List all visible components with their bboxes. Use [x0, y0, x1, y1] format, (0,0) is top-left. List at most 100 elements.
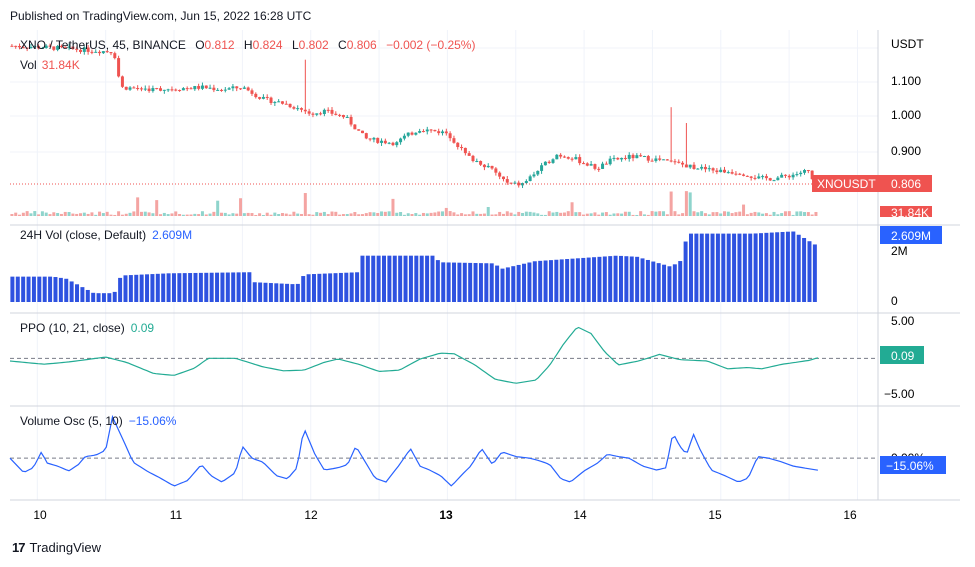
ppo-tick: −5.00	[884, 387, 915, 401]
candle-body	[753, 177, 757, 179]
vol24h-bar	[694, 233, 699, 302]
vol24h-bar	[489, 263, 494, 302]
vol24h-bar	[802, 237, 807, 302]
volume-bar	[742, 204, 746, 216]
volume-bar	[787, 211, 791, 216]
volume-bar	[239, 198, 243, 216]
volume-bar	[170, 213, 174, 216]
vol24h-bar	[645, 259, 650, 302]
volume-bar	[376, 212, 380, 216]
candle-body	[597, 168, 601, 170]
volume-bar	[414, 213, 418, 216]
volume-bar	[181, 214, 185, 216]
vol24h-bar	[414, 255, 419, 302]
vol24h-bar	[365, 255, 370, 302]
volume-bar	[48, 214, 52, 216]
vol24h-bar	[134, 274, 139, 302]
volume-bar	[761, 213, 765, 216]
candle-body	[372, 137, 376, 140]
candle-body	[441, 131, 445, 134]
vol24h-bar	[554, 259, 559, 302]
vol24h-bar	[333, 273, 338, 302]
vol24h-bar	[500, 268, 505, 302]
volume-bar	[460, 213, 464, 216]
candle-body	[216, 89, 220, 91]
vol24h-bar	[715, 233, 720, 302]
volume-bar	[334, 211, 338, 216]
vol24h-bar	[53, 277, 58, 302]
volume-bar	[288, 214, 292, 216]
volume-bar	[604, 212, 608, 216]
legend-ppo: PPO (10, 21, close) 0.09	[20, 321, 154, 335]
vol24h-bar	[452, 262, 457, 302]
volume-bar	[757, 212, 761, 216]
volume-bar	[471, 211, 475, 216]
candle-body	[124, 86, 128, 90]
volume-bar	[437, 211, 441, 216]
volume-bar	[684, 191, 688, 216]
candle-body	[200, 85, 204, 89]
volume-bar	[82, 212, 86, 216]
vol24h-bar	[807, 241, 812, 302]
volume-bar	[722, 211, 726, 216]
candle-body	[159, 88, 163, 91]
volume-bar	[37, 214, 41, 216]
candle-body	[528, 176, 532, 182]
candle-body	[181, 88, 185, 91]
volume-bar	[71, 213, 75, 216]
candle-body	[635, 155, 639, 159]
candle-body	[490, 165, 494, 169]
candle-body	[174, 89, 178, 91]
candle-body	[254, 93, 258, 98]
volume-bar	[185, 214, 189, 216]
candle-body	[479, 161, 483, 165]
candle-body	[303, 109, 307, 112]
vol-badge-value: 31.84K	[891, 206, 929, 220]
candle-body	[662, 159, 666, 161]
candle-body	[227, 88, 231, 90]
volume-bar	[402, 214, 406, 216]
candle-body	[589, 164, 593, 166]
volume-bar	[159, 214, 163, 216]
tradingview-brand[interactable]: 17 TradingView	[12, 540, 101, 555]
volume-bar	[212, 211, 216, 216]
candle-body	[429, 129, 433, 131]
vol24h-bar	[188, 273, 193, 302]
vol24h-bar	[177, 273, 182, 302]
candle-body	[509, 182, 513, 184]
candle-body	[639, 155, 643, 157]
volume-bar	[521, 212, 525, 216]
vol24h-bar	[10, 276, 15, 302]
vol24h-bar	[543, 260, 548, 302]
volume-bar	[425, 213, 429, 216]
time-label: 12	[304, 508, 318, 522]
volume-bar	[536, 213, 540, 216]
volume-bar	[330, 211, 334, 216]
candle-body	[559, 154, 563, 157]
volume-bar	[395, 212, 399, 216]
volume-bar	[296, 213, 300, 216]
time-axis: 10 11 12 13 14 15 16	[33, 508, 857, 522]
volume-bar	[399, 211, 403, 216]
volume-bar	[231, 213, 235, 216]
vol24h-bar	[247, 272, 252, 302]
candle-body	[311, 113, 315, 115]
candle-body	[658, 158, 662, 160]
vol24h-bar	[613, 255, 618, 302]
candle-body	[395, 142, 399, 146]
vol24h-bar	[408, 255, 413, 302]
candle-body	[669, 160, 673, 162]
candle-body	[300, 108, 304, 110]
volume-bar	[696, 212, 700, 216]
candle-body	[67, 46, 71, 48]
candle-body	[357, 129, 361, 131]
legend-vol24h: 24H Vol (close, Default) 2.609M	[20, 228, 192, 242]
volume-bar	[29, 213, 33, 216]
vol24h-bar	[112, 291, 117, 302]
vol24h-bar	[338, 272, 343, 302]
volume-bar	[18, 214, 22, 216]
candle-body	[486, 165, 490, 168]
volume-bar	[25, 211, 29, 216]
candle-body	[330, 109, 334, 114]
